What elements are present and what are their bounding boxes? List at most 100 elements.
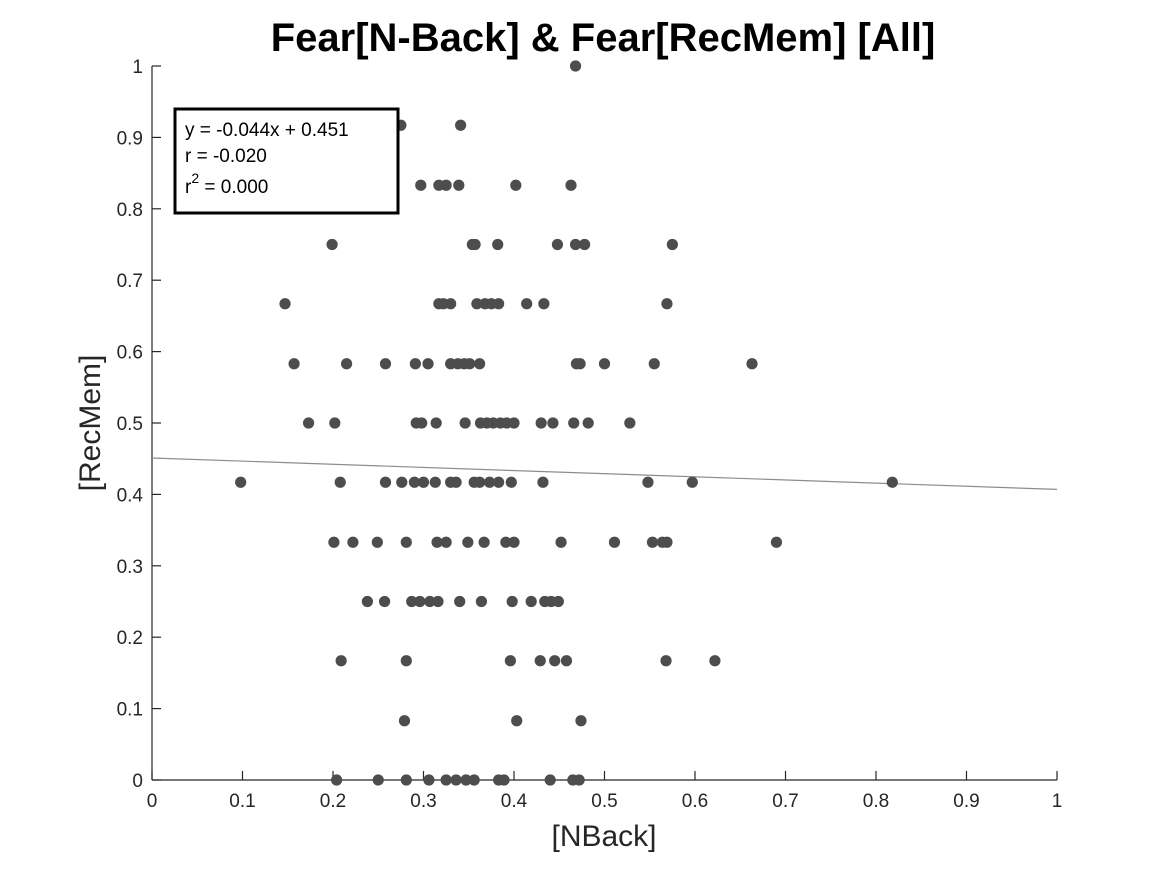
y-tick-label: 0.7 (117, 271, 143, 292)
x-tick-label: 0.6 (682, 791, 708, 812)
data-point (423, 774, 435, 786)
data-point (770, 536, 783, 548)
data-point (642, 476, 654, 488)
data-point (406, 595, 418, 608)
data-point (400, 774, 412, 786)
data-point (400, 536, 412, 548)
data-point (661, 536, 673, 548)
x-tick-label: 0.4 (501, 791, 528, 812)
data-point (432, 595, 444, 608)
data-point (347, 536, 359, 548)
data-point (279, 298, 291, 310)
data-point (547, 417, 559, 429)
data-point (335, 655, 347, 667)
data-point (535, 417, 547, 429)
data-point (429, 476, 441, 488)
data-point (334, 476, 346, 488)
y-tick-label: 0.8 (117, 200, 143, 221)
data-point (886, 476, 898, 488)
x-tick-label: 0.5 (591, 791, 617, 812)
data-point (598, 358, 611, 370)
data-point (552, 595, 564, 608)
data-point (508, 417, 520, 429)
x-tick-label: 0.9 (953, 791, 979, 812)
scatter-points (235, 60, 898, 786)
stats-r2-value: = 0.000 (199, 177, 268, 198)
ticks: 0 0.1 0.2 0.3 0.4 0.5 0.6 0.7 0.8 0.9 1 0 0.1 0.2 0.3 0… (117, 57, 1063, 812)
data-point (500, 536, 512, 548)
data-point (475, 595, 488, 608)
x-tick-label: 1 (1052, 791, 1063, 812)
data-point (440, 179, 452, 191)
data-point (511, 715, 523, 727)
chart-title: Fear[N-Back] & Fear[RecMem] [All] (271, 16, 936, 60)
data-point (582, 417, 594, 429)
data-point (379, 358, 392, 370)
data-point (464, 358, 476, 370)
y-tick-label: 1 (132, 57, 143, 78)
data-point (608, 536, 621, 548)
data-point (329, 417, 341, 429)
data-point (660, 655, 672, 667)
data-point (331, 774, 343, 786)
data-point (493, 476, 505, 488)
y-tick-label: 0 (132, 771, 143, 792)
data-point (709, 655, 721, 667)
y-tick-label: 0.2 (117, 628, 143, 649)
stats-r2: r2 = 0.000 (185, 170, 268, 198)
data-point (431, 536, 443, 548)
data-point (578, 238, 591, 251)
y-axis-label: [RecMem] (74, 355, 107, 492)
data-point (537, 476, 549, 488)
data-point (505, 476, 517, 488)
data-point (445, 298, 457, 310)
data-point (372, 774, 384, 786)
data-point (379, 476, 392, 488)
y-tick-label: 0.3 (117, 557, 143, 578)
data-point (288, 358, 300, 370)
x-axis-label: [NBack] (551, 820, 656, 853)
data-point (460, 774, 472, 786)
data-point (454, 595, 466, 608)
data-point (408, 476, 421, 488)
data-point (430, 417, 442, 429)
data-point (398, 715, 411, 727)
data-point (302, 417, 315, 429)
x-tick-label: 0 (147, 791, 158, 812)
data-point (504, 655, 516, 667)
data-point (493, 298, 505, 310)
data-point (326, 238, 338, 251)
data-point (453, 179, 465, 191)
data-point (648, 358, 660, 370)
data-point (462, 536, 474, 548)
data-point (646, 536, 659, 548)
data-point (549, 655, 561, 667)
x-tick-label: 0.3 (410, 791, 436, 812)
data-point (555, 536, 567, 548)
data-point (422, 358, 434, 370)
data-point (483, 476, 496, 488)
data-point (568, 417, 580, 429)
stats-r2-sup: 2 (191, 170, 199, 186)
data-point (455, 119, 467, 131)
stats-box-border (173, 107, 400, 215)
data-point (340, 358, 353, 370)
x-tick-label: 0.2 (320, 791, 346, 812)
data-point (468, 774, 480, 786)
stats-r2-base: r (185, 177, 192, 198)
data-point (521, 298, 533, 310)
data-point (409, 358, 421, 370)
data-point (534, 655, 546, 667)
data-point (686, 476, 698, 488)
data-point (469, 238, 481, 251)
data-point (474, 476, 486, 488)
y-tick-label: 0.1 (117, 700, 143, 721)
data-point (666, 238, 678, 251)
data-point (746, 358, 758, 370)
data-point (544, 774, 556, 786)
fit-line-group (151, 457, 1058, 491)
data-point (624, 417, 636, 429)
data-point (415, 179, 427, 191)
regression-line (151, 457, 1058, 491)
